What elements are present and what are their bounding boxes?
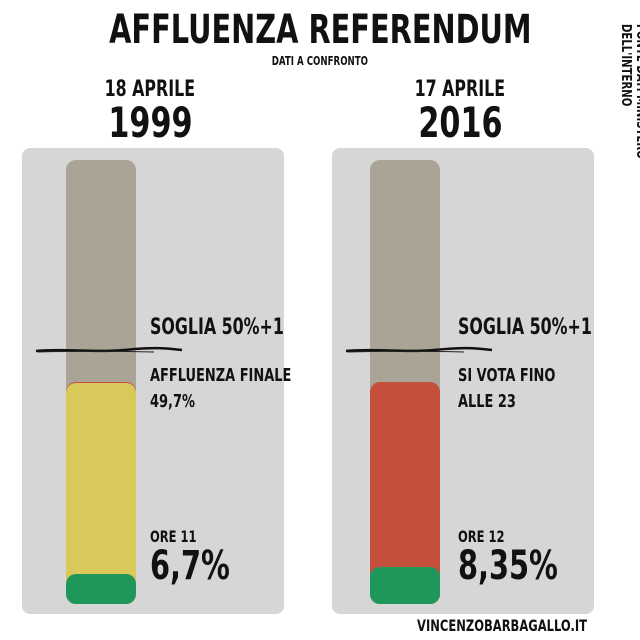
source-note: FONTE DATI MINISTERO DELL'INTERNO xyxy=(618,24,640,159)
note-line1-2016: SI VOTA FINO xyxy=(458,365,556,386)
credit: VINCENZOBARBAGALLO.IT xyxy=(417,616,587,635)
threshold-label-1999: SOGLIA 50%+1 xyxy=(150,315,284,340)
final-value-label-1999: 49,7% xyxy=(150,391,195,412)
partial-label-2016: ORE 12 xyxy=(458,527,505,546)
partial-bar-2016 xyxy=(370,566,440,604)
partial-value-label-1999: 6,7% xyxy=(150,543,230,589)
year-1999: 1999 xyxy=(107,98,193,147)
threshold-label-2016: SOGLIA 50%+1 xyxy=(458,315,592,340)
partial-bar-1999 xyxy=(66,574,136,604)
date-2016: 17 APRILE xyxy=(414,77,506,102)
tube-2016 xyxy=(370,160,440,604)
date-1999: 18 APRILE xyxy=(104,77,196,102)
panel-1999 xyxy=(22,148,284,614)
final-label-1999: AFFLUENZA FINALE xyxy=(150,365,292,386)
note-line2-2016: ALLE 23 xyxy=(458,391,516,412)
chart-title: AFFLUENZA REFERENDUM xyxy=(108,7,532,53)
partial-label-1999: ORE 11 xyxy=(150,527,197,546)
threshold-line-2016 xyxy=(345,346,493,353)
partial-value-label-2016: 8,35% xyxy=(458,543,558,589)
chart-subtitle: DATI A CONFRONTO xyxy=(271,54,369,68)
final-bar-1999 xyxy=(66,383,136,604)
threshold-line-1999 xyxy=(35,346,183,353)
year-2016: 2016 xyxy=(417,98,503,147)
tube-1999 xyxy=(66,160,136,604)
